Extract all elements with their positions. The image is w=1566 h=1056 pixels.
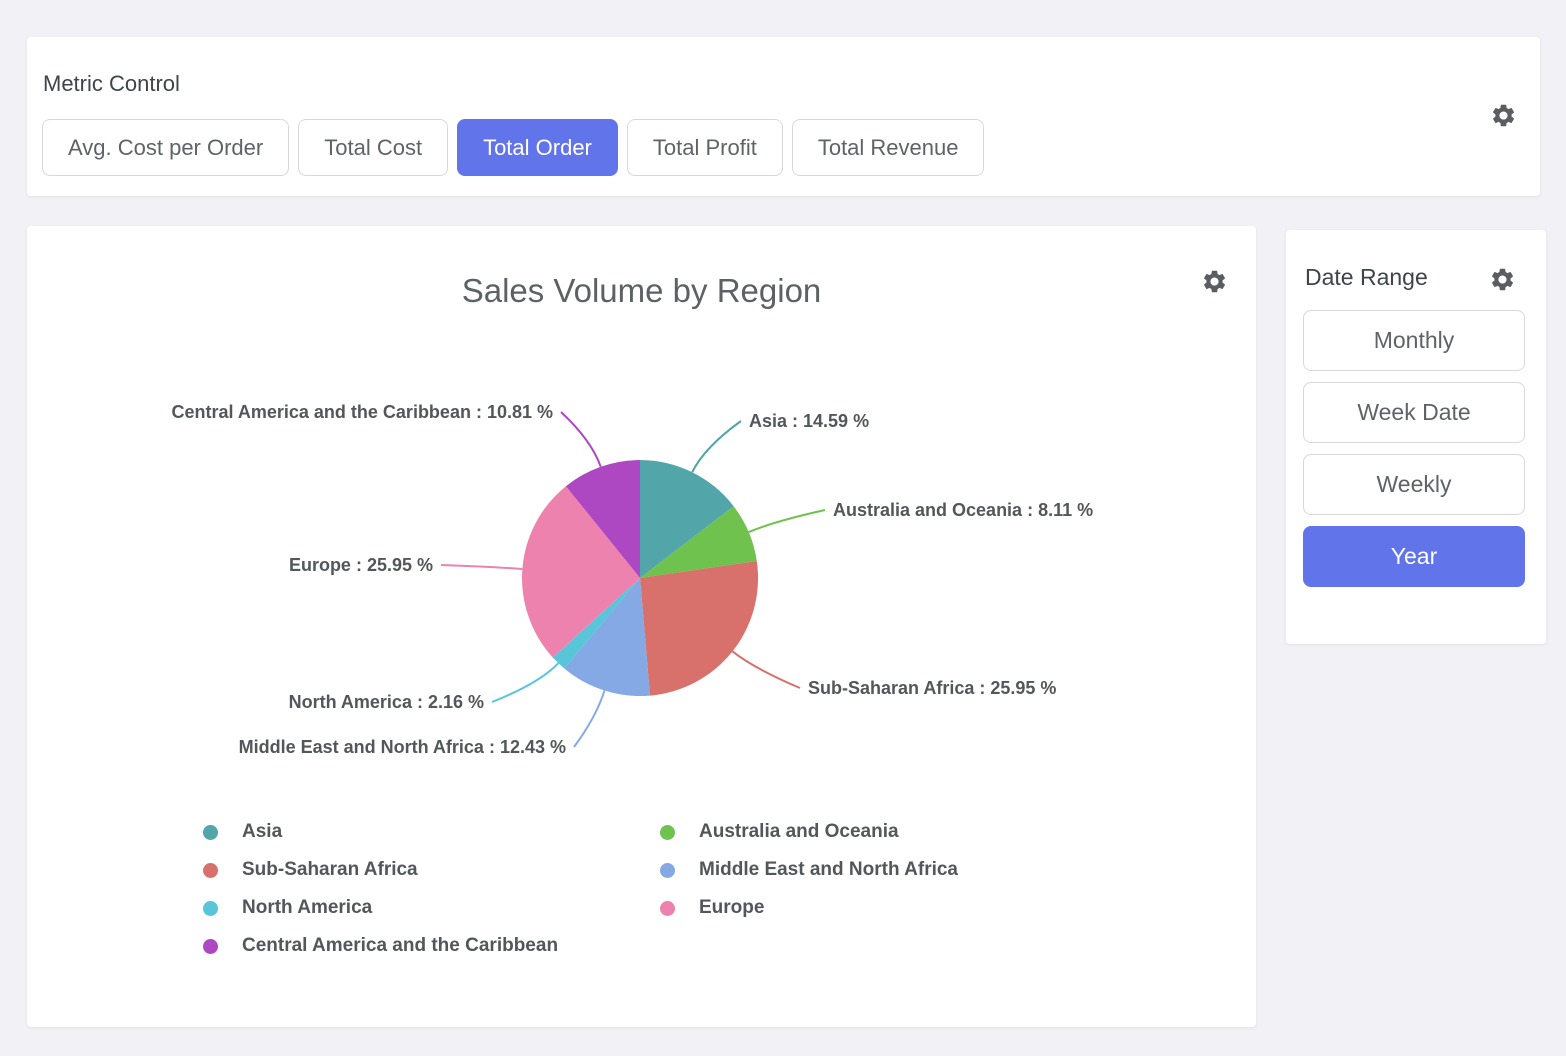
date-range-button-week-date[interactable]: Week Date — [1303, 382, 1525, 443]
metric-button-total-order[interactable]: Total Order — [457, 119, 618, 176]
metric-button-group: Avg. Cost per Order Total Cost Total Ord… — [42, 119, 984, 176]
pie-label-central-america-and-the-caribbean: Central America and the Caribbean : 10.8… — [172, 402, 553, 422]
date-range-button-year[interactable]: Year — [1303, 526, 1525, 587]
legend-label: Sub-Saharan Africa — [242, 859, 418, 881]
date-range-title: Date Range — [1305, 264, 1428, 290]
label-line-asia — [692, 421, 741, 472]
legend-marker-sub-saharan-africa — [203, 863, 218, 878]
legend-item-australia-and-oceania[interactable]: Australia and Oceania — [660, 821, 899, 843]
legend-marker-asia — [203, 825, 218, 840]
legend-item-sub-saharan-africa[interactable]: Sub-Saharan Africa — [203, 859, 418, 881]
date-range-settings-gear-icon[interactable] — [1489, 266, 1516, 293]
legend-label: Central America and the Caribbean — [242, 935, 558, 957]
label-line-middle-east-and-north-africa — [574, 691, 605, 748]
label-line-north-america — [492, 663, 558, 702]
legend-item-middle-east-and-north-africa[interactable]: Middle East and North Africa — [660, 859, 958, 881]
legend-label: Australia and Oceania — [699, 821, 899, 843]
date-range-button-weekly[interactable]: Weekly — [1303, 454, 1525, 515]
date-range-button-monthly[interactable]: Monthly — [1303, 310, 1525, 371]
pie-label-sub-saharan-africa: Sub-Saharan Africa : 25.95 % — [808, 678, 1056, 698]
metric-control-title: Metric Control — [43, 71, 180, 97]
date-range-panel: Date Range Monthly Week Date Weekly Year — [1286, 230, 1546, 644]
metric-button-total-profit[interactable]: Total Profit — [627, 119, 783, 176]
pie-label-australia-and-oceania: Australia and Oceania : 8.11 % — [833, 500, 1093, 520]
legend-label: North America — [242, 897, 372, 919]
metric-button-total-revenue[interactable]: Total Revenue — [792, 119, 985, 176]
pie-label-north-america: North America : 2.16 % — [289, 692, 484, 712]
legend-label: Middle East and North Africa — [699, 859, 958, 881]
metric-button-avg-cost-per-order[interactable]: Avg. Cost per Order — [42, 119, 289, 176]
legend-marker-australia-and-oceania — [660, 825, 675, 840]
metric-control-panel: Metric Control Avg. Cost per Order Total… — [27, 37, 1540, 196]
sales-volume-chart-panel: Sales Volume by Region Asia : 14.59 %Aus… — [27, 226, 1256, 1027]
metric-control-settings-gear-icon[interactable] — [1490, 102, 1517, 129]
label-line-australia-and-oceania — [749, 510, 825, 532]
metric-button-total-cost[interactable]: Total Cost — [298, 119, 448, 176]
pie-chart: Asia : 14.59 % Australia and Oceania : 8.… — [27, 226, 1256, 786]
legend-label: Asia — [242, 821, 282, 843]
legend-item-asia[interactable]: Asia — [203, 821, 282, 843]
legend-marker-north-america — [203, 901, 218, 916]
legend-marker-europe — [660, 901, 675, 916]
label-line-sub-saharan-africa — [732, 651, 800, 688]
label-line-europe — [441, 565, 522, 569]
legend-item-north-america[interactable]: North America — [203, 897, 372, 919]
pie-label-middle-east-and-north-africa: Middle East and North Africa : 12.43 % — [239, 737, 566, 757]
pie-slice-sub-saharan-africa[interactable] — [640, 561, 758, 696]
legend-marker-central-america-and-the-caribbean — [203, 939, 218, 954]
legend-marker-middle-east-and-north-africa — [660, 863, 675, 878]
legend-label: Europe — [699, 897, 764, 919]
legend-item-central-america-and-the-caribbean[interactable]: Central America and the Caribbean — [203, 935, 558, 957]
legend-item-europe[interactable]: Europe — [660, 897, 764, 919]
dashboard: Metric Control Avg. Cost per Order Total… — [0, 0, 1566, 1056]
pie-label-asia: Asia : 14.59 % — [749, 411, 869, 431]
pie-label-europe: Europe : 25.95 % — [289, 555, 433, 575]
label-line-central-america-and-the-caribbean — [561, 412, 601, 467]
